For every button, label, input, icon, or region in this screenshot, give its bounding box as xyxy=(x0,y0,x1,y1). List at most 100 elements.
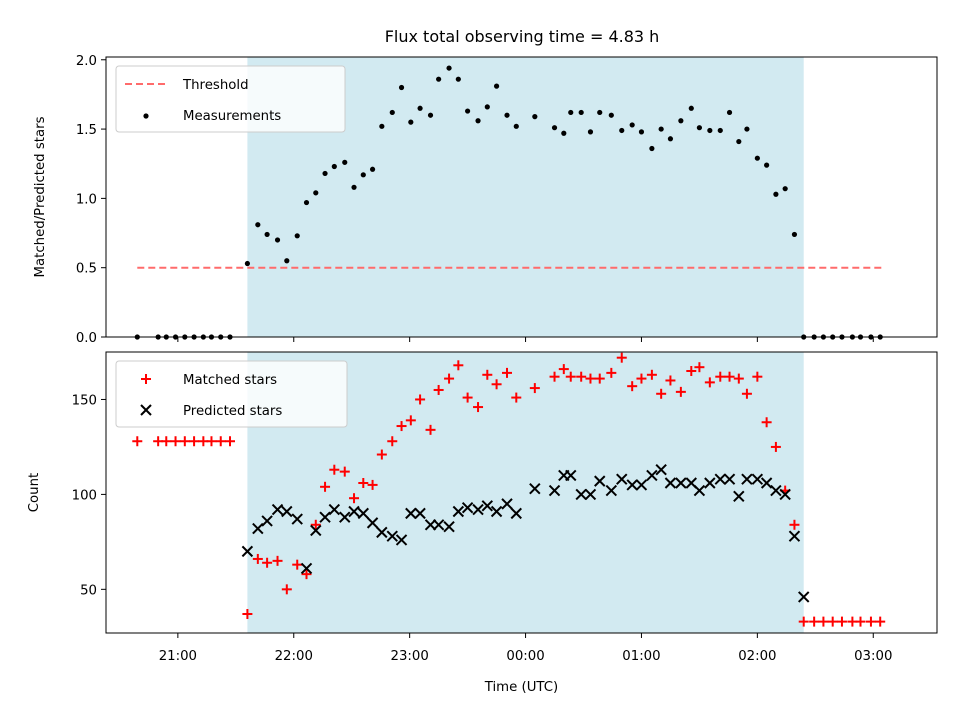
measurement-point xyxy=(455,76,461,82)
matched-star-point xyxy=(206,436,217,447)
x-stroke xyxy=(472,503,484,516)
predicted-star-point xyxy=(605,484,618,497)
predicted-star-point xyxy=(481,500,494,512)
measurement-point xyxy=(578,109,584,116)
matched-star-point xyxy=(724,371,735,382)
predicted-star-point xyxy=(490,505,503,518)
matched-star-point xyxy=(798,616,809,627)
matched-star-point xyxy=(836,616,847,627)
count-legend: Matched stars Predicted stars xyxy=(115,360,348,428)
predicted-star-point xyxy=(675,477,687,489)
x-stroke xyxy=(252,522,264,535)
x-stroke xyxy=(432,519,445,531)
x-stroke xyxy=(616,473,628,485)
measurement-point xyxy=(649,145,655,152)
measurement-point xyxy=(561,130,567,136)
measurement-point xyxy=(360,172,366,178)
x-stroke xyxy=(626,479,638,491)
measurement-point xyxy=(484,104,490,110)
matched-star-point xyxy=(675,386,686,397)
x-stroke xyxy=(339,511,351,523)
predicted-star-point xyxy=(510,507,522,520)
predicted-star-point xyxy=(443,520,455,533)
x-stroke xyxy=(291,513,303,525)
measurement-point xyxy=(707,127,713,134)
measurement-point xyxy=(303,199,310,206)
legend-predicted-swatch xyxy=(140,404,152,416)
measurement-point xyxy=(744,126,750,132)
matched-star-point xyxy=(704,377,715,388)
x-stroke xyxy=(693,484,706,497)
measurement-point xyxy=(446,65,452,71)
matched-star-point xyxy=(656,388,667,399)
predicted-star-point xyxy=(310,524,322,537)
predicted-star-point xyxy=(424,519,437,531)
measurement-point xyxy=(551,125,558,131)
x-stroke xyxy=(565,469,577,482)
matched-star-point xyxy=(262,557,273,568)
x-stroke xyxy=(635,479,648,491)
y-tick-label: 100 xyxy=(72,488,97,503)
matched-star-point xyxy=(733,373,744,384)
measurement-point xyxy=(284,258,290,264)
matched-star-point xyxy=(292,559,303,570)
predicted-star-point xyxy=(291,513,303,525)
predicted-star-point xyxy=(565,469,577,482)
matched-star-point xyxy=(473,402,484,413)
x-stroke xyxy=(548,484,561,497)
matched-star-point xyxy=(396,421,407,432)
x-tick-label: 00:00 xyxy=(506,649,544,664)
measurement-point xyxy=(504,112,510,118)
matched-star-point xyxy=(415,394,426,405)
measurement-point xyxy=(638,129,645,135)
predicted-star-point xyxy=(261,515,273,527)
measurement-point xyxy=(782,186,788,192)
x-stroke xyxy=(788,530,801,542)
legend-plus-mark xyxy=(141,374,151,384)
predicted-star-point xyxy=(655,464,667,476)
matched-star-point xyxy=(358,478,369,489)
x-stroke xyxy=(481,500,494,512)
count-legend-box xyxy=(115,360,348,428)
matched-star-point xyxy=(770,441,781,452)
predicted-star-point xyxy=(281,505,293,518)
predicted-star-point xyxy=(386,530,398,542)
predicted-star-point xyxy=(461,501,474,514)
measurement-point xyxy=(465,108,471,114)
legend-matched-swatch xyxy=(141,374,151,384)
matched-star-point xyxy=(789,519,800,530)
x-stroke xyxy=(575,488,587,501)
matched-star-point xyxy=(215,436,226,447)
matched-star-point xyxy=(606,367,617,378)
ratio-panel: 0.00.51.01.52.0 Matched/Predicted stars … xyxy=(33,54,938,346)
predicted-star-point xyxy=(348,505,360,518)
x-stroke xyxy=(443,520,455,533)
x-stroke xyxy=(261,515,273,527)
chart-title: Flux total observing time = 4.83 h xyxy=(385,27,660,46)
ratio-plot-frame xyxy=(105,56,938,338)
matched-star-point xyxy=(281,584,292,595)
x-stroke xyxy=(510,507,522,520)
measurement-point xyxy=(264,231,270,238)
x-tick-label: 21:00 xyxy=(159,649,197,664)
count-panel: 50 100 150 21:00 22:00 23:00 00:00 01:00 02:00 0… xyxy=(27,351,938,695)
count-y-axis-label: Count xyxy=(27,473,42,513)
x-stroke xyxy=(405,507,417,520)
x-stroke xyxy=(386,530,398,542)
x-stroke xyxy=(605,484,618,497)
legend-measurement-swatch xyxy=(143,113,149,119)
x-stroke xyxy=(376,526,388,539)
measurement-point xyxy=(389,109,395,116)
x-stroke xyxy=(319,511,331,523)
predicted-star-point xyxy=(452,505,465,518)
matched-star-point xyxy=(665,375,676,386)
measurement-point xyxy=(629,122,635,128)
legend-x-mark xyxy=(140,404,152,416)
ratio-y-axis-label: Matched/Predicted stars xyxy=(33,116,48,277)
x-stroke xyxy=(140,404,152,416)
x-stroke xyxy=(664,477,677,489)
matched-star-point xyxy=(809,616,820,627)
predicted-star-point xyxy=(594,475,606,487)
measurement-point xyxy=(294,233,300,239)
matched-star-point xyxy=(502,367,513,378)
